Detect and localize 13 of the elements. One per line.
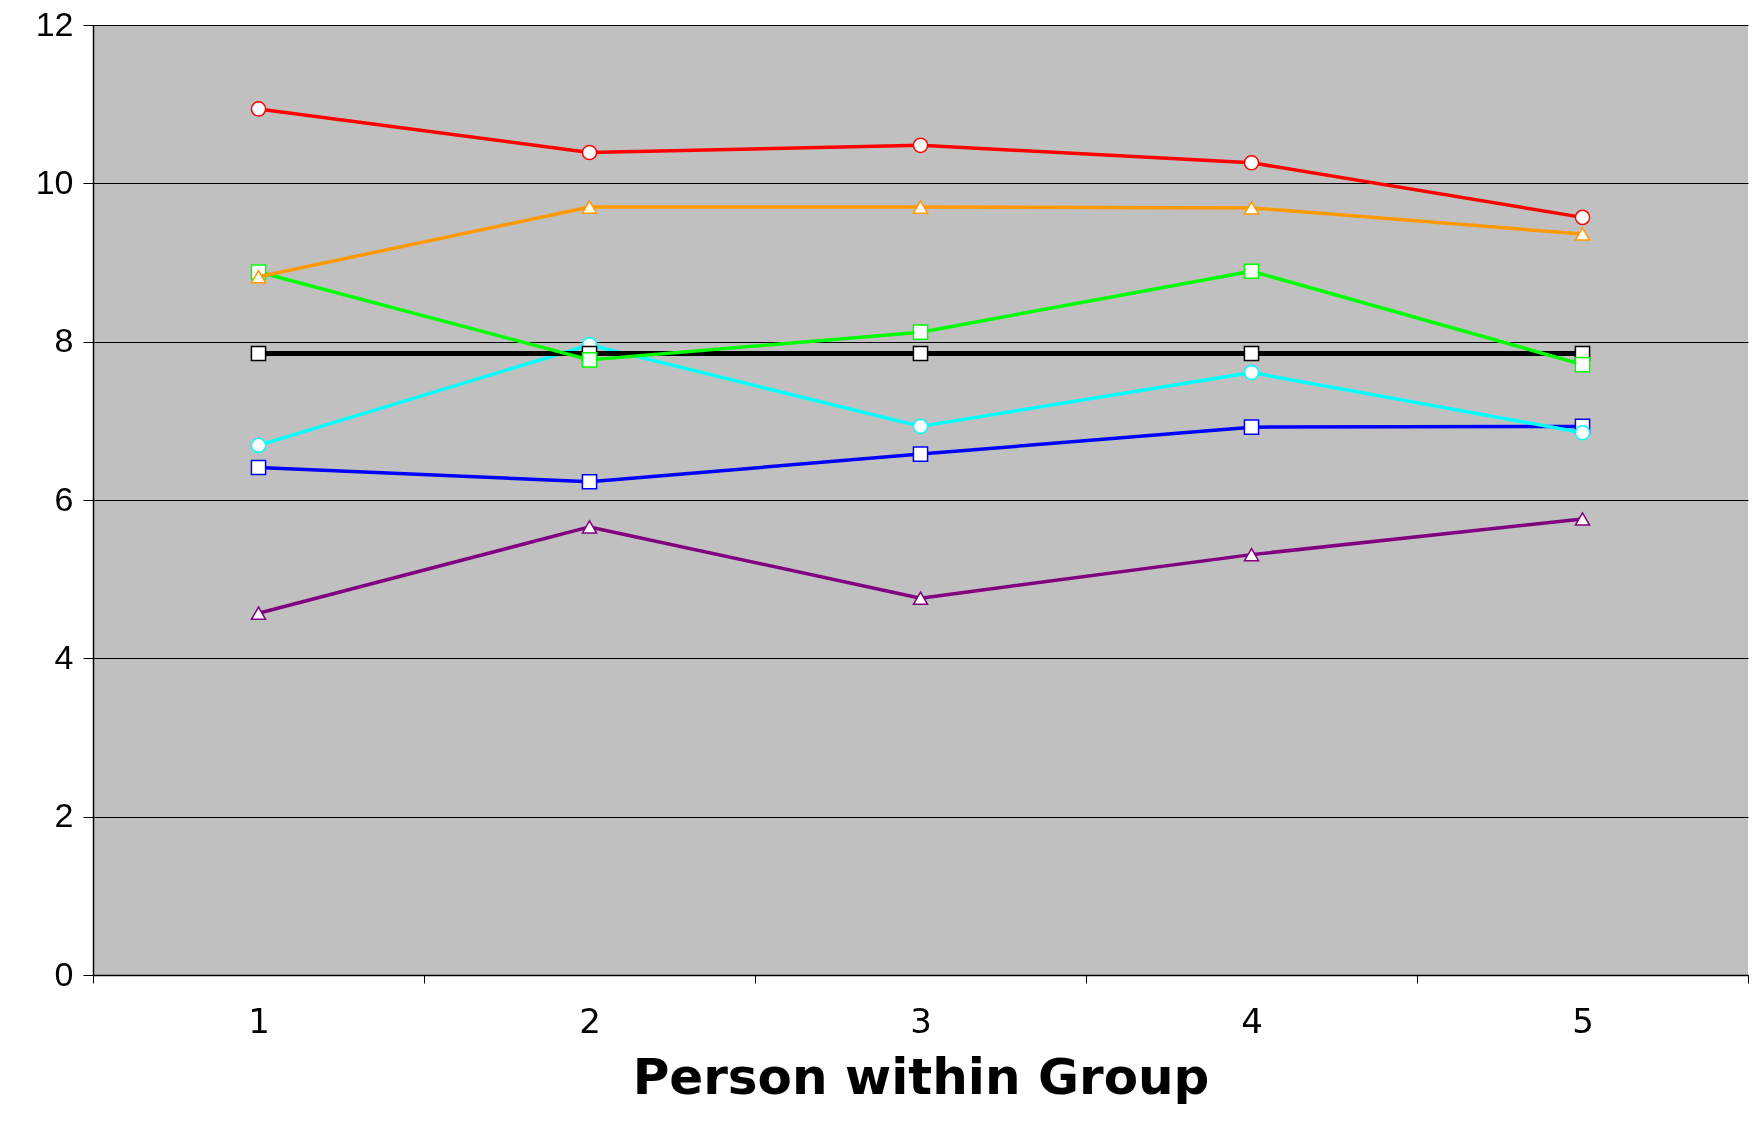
x-axis-title: Person within Group <box>632 1047 1210 1106</box>
y-tick-label: 12 <box>35 4 74 43</box>
x-tick-label: 5 <box>1572 1000 1594 1041</box>
x-tick-label: 2 <box>579 1000 601 1041</box>
x-tick-label: 1 <box>248 1000 270 1041</box>
y-tick-label: 4 <box>54 637 74 676</box>
x-tick-label: 4 <box>1241 1000 1263 1041</box>
y-tick-label: 0 <box>54 954 74 993</box>
y-tick-label: 10 <box>35 162 74 201</box>
y-tick-label: 8 <box>54 321 74 360</box>
y-tick-label: 6 <box>54 479 74 518</box>
y-tick-label: 2 <box>54 796 74 835</box>
x-tick-label: 3 <box>910 1000 932 1041</box>
